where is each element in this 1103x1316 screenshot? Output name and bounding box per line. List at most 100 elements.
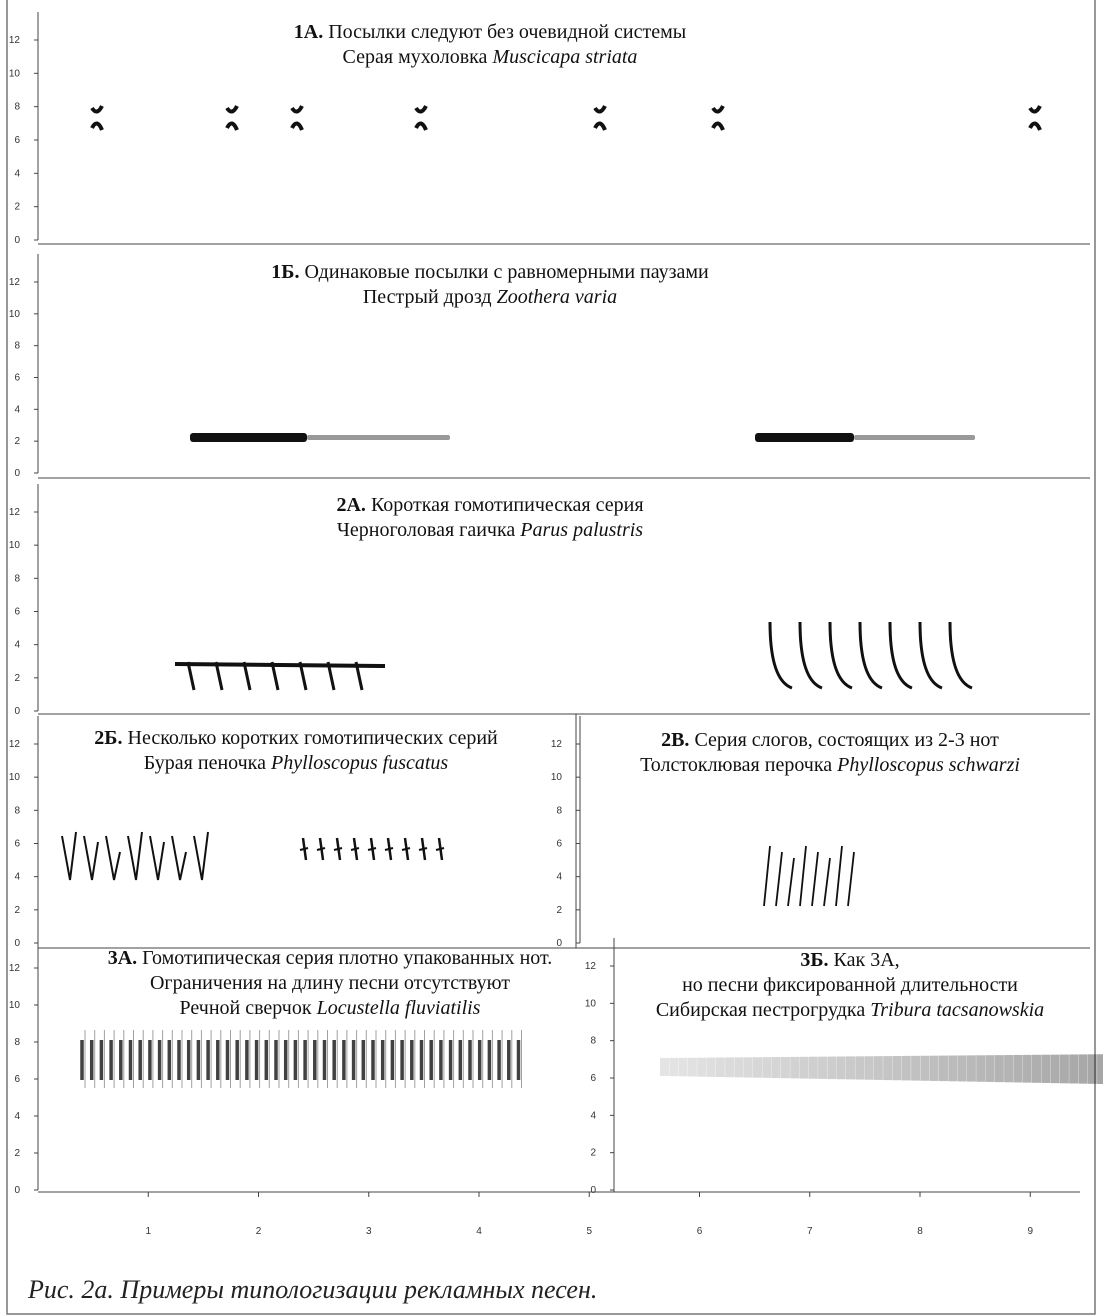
- spectrogram-trace: [854, 435, 975, 440]
- y-tick-label: 8: [14, 1037, 20, 1048]
- spectrogram-trace: [713, 106, 723, 112]
- y-tick-label: 0: [14, 235, 20, 246]
- y-tick-label: 12: [551, 739, 563, 750]
- title-text: Серия слогов, состоящих из 2-3 нот: [694, 729, 999, 751]
- x-tick-label: 5: [586, 1226, 592, 1237]
- spectrogram-trace: [707, 1058, 716, 1077]
- spectrogram-trace: [1079, 1054, 1088, 1083]
- y-tick-label: 10: [585, 998, 597, 1009]
- spectrogram-trace: [995, 1055, 1004, 1082]
- y-tick-label: 10: [9, 309, 21, 320]
- spectrogram-trace: [334, 848, 342, 850]
- spectrogram-trace: [911, 1056, 920, 1081]
- y-tick-label: 12: [9, 277, 21, 288]
- panel-title: 3Б. Как 3А,: [800, 949, 899, 971]
- spectrogram-trace: [800, 622, 822, 688]
- y-tick-label: 6: [590, 1073, 596, 1084]
- species-name: Черноголовая гаичка: [337, 519, 516, 541]
- spectrogram-trace: [669, 1058, 678, 1076]
- spectrogram-trace: [770, 622, 792, 688]
- spectrogram-trace: [713, 123, 723, 130]
- y-tick-label: 4: [14, 872, 20, 883]
- spectrogram-trace: [824, 858, 830, 906]
- x-tick-label: 8: [917, 1226, 923, 1237]
- spectrogram-trace: [874, 1056, 883, 1080]
- spectrogram-trace: [939, 1056, 948, 1082]
- panel-title: 1А. Посылки следуют без очевидной систем…: [294, 21, 686, 43]
- spectrogram-trace: [436, 848, 444, 850]
- spectrogram-trace: [788, 858, 794, 906]
- frame: [7, 0, 1095, 1314]
- spectrogram-trace: [385, 848, 393, 850]
- x-tick-label: 7: [807, 1226, 813, 1237]
- spectrogram-trace: [188, 662, 194, 690]
- spectrogram-trace: [419, 848, 427, 850]
- title-text: но песни фиксированной длительности: [682, 974, 1018, 996]
- y-tick-label: 2: [14, 436, 20, 447]
- y-tick-label: 10: [9, 1000, 21, 1011]
- spectrogram-trace: [920, 1056, 929, 1081]
- panel-label: 2В.: [661, 729, 689, 751]
- spectrogram-trace: [890, 622, 912, 688]
- spectrogram-trace: [772, 1057, 781, 1078]
- y-tick-label: 6: [14, 839, 20, 850]
- spectrogram-trace: [402, 848, 410, 850]
- spectrogram-trace: [84, 836, 98, 880]
- latin-name: Parus palustris: [519, 519, 643, 541]
- spectrogram-trace: [893, 1056, 902, 1080]
- latin-name: Locustella fluviatilis: [316, 997, 481, 1019]
- y-tick-label: 8: [556, 805, 562, 816]
- species-name: Толстоклювая перочка: [640, 754, 832, 776]
- spectrogram-trace: [595, 106, 605, 112]
- spectrogram-trace: [300, 848, 308, 850]
- species-name: Речной сверчок: [180, 997, 312, 1019]
- spectrogram-trace: [753, 1057, 762, 1078]
- y-tick-label: 0: [14, 1185, 20, 1196]
- y-tick-label: 12: [9, 35, 21, 46]
- y-tick-label: 4: [14, 1111, 20, 1122]
- spectrogram-trace: [1013, 1055, 1022, 1083]
- spectrogram-trace: [1023, 1055, 1032, 1083]
- y-tick-label: 8: [14, 573, 20, 584]
- spectrogram-trace: [1088, 1054, 1097, 1084]
- spectrogram-trace: [307, 435, 450, 440]
- y-tick-label: 0: [556, 938, 562, 949]
- panel-title: 2В. Серия слогов, состоящих из 2-3 нот: [661, 729, 999, 751]
- panel-title: 2А. Короткая гомотипическая серия: [336, 494, 643, 516]
- spectrogram-trace: [190, 433, 307, 442]
- y-tick-label: 10: [551, 772, 563, 783]
- spectrogram-trace: [92, 106, 102, 112]
- spectrogram-trace: [800, 1057, 809, 1079]
- title-text: Несколько коротких гомотипических серий: [128, 727, 499, 749]
- species-name: Сибирская пестрогрудка: [656, 999, 865, 1021]
- y-tick-label: 6: [14, 607, 20, 618]
- spectrogram-trace: [883, 1056, 892, 1080]
- spectrogram-trace: [958, 1055, 967, 1081]
- y-tick-label: 0: [14, 468, 20, 479]
- title-text: Ограничения на длину песни отсутствуют: [150, 972, 510, 994]
- title-text: Одинаковые посылки с равномерными паузам…: [304, 261, 709, 283]
- spectrogram-trace: [744, 1057, 753, 1077]
- panel-label: 1А.: [294, 21, 323, 43]
- spectrogram-trace: [92, 123, 102, 130]
- latin-name: Phylloscopus schwarzi: [836, 754, 1020, 776]
- latin-name: Muscicapa striata: [491, 46, 637, 68]
- y-tick-label: 0: [590, 1185, 596, 1196]
- species: Пестрый дрозд Zoothera varia: [363, 286, 617, 308]
- y-tick-label: 10: [9, 772, 21, 783]
- species: Толстоклювая перочка Phylloscopus schwar…: [640, 754, 1020, 776]
- spectrogram-trace: [837, 1056, 846, 1079]
- y-tick-label: 4: [14, 404, 20, 415]
- species-name: Пестрый дрозд: [363, 286, 492, 308]
- spectrogram-trace: [688, 1058, 697, 1077]
- panel-title: 3А. Гомотипическая серия плотно упакован…: [108, 947, 553, 969]
- spectrogram-trace: [679, 1058, 688, 1077]
- spectrogram-trace: [764, 846, 770, 906]
- y-tick-label: 2: [14, 202, 20, 213]
- species: Сибирская пестрогрудка Tribura tacsanows…: [656, 999, 1044, 1021]
- spectrogram-trace: [1041, 1055, 1050, 1083]
- spectrogram-trace: [950, 622, 972, 688]
- spectrogram-trace: [351, 848, 359, 850]
- spectrogram-trace: [986, 1055, 995, 1082]
- spectrogram-trace: [846, 1056, 855, 1079]
